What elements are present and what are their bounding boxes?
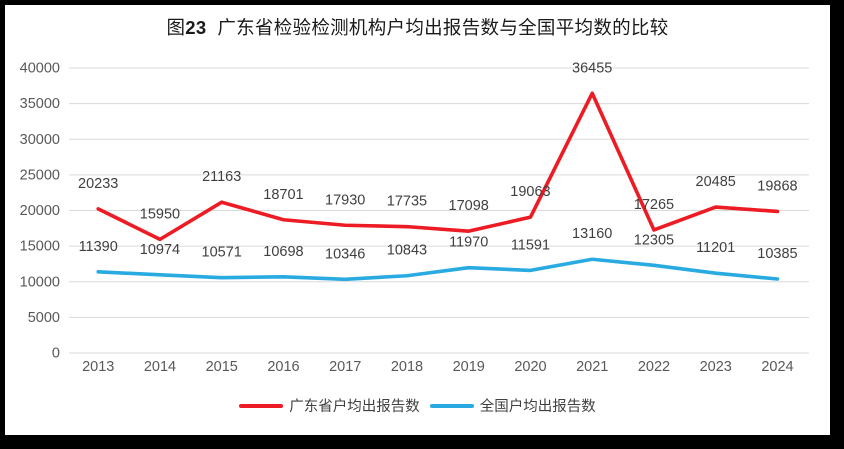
svg-text:11201: 11201 — [696, 240, 735, 256]
svg-text:13160: 13160 — [572, 226, 612, 242]
svg-text:2021: 2021 — [576, 359, 608, 375]
svg-text:20233: 20233 — [78, 176, 118, 192]
svg-text:10843: 10843 — [387, 243, 427, 259]
svg-text:2023: 2023 — [700, 359, 732, 375]
svg-text:10346: 10346 — [325, 246, 365, 262]
svg-text:11970: 11970 — [449, 235, 488, 251]
svg-text:17735: 17735 — [387, 194, 427, 210]
svg-text:21163: 21163 — [202, 169, 241, 185]
svg-text:20485: 20485 — [696, 174, 736, 190]
svg-text:2019: 2019 — [453, 359, 485, 375]
svg-text:2017: 2017 — [329, 359, 361, 375]
svg-text:20000: 20000 — [20, 203, 60, 219]
svg-text:15000: 15000 — [20, 239, 60, 255]
svg-text:35000: 35000 — [20, 96, 60, 112]
svg-text:2020: 2020 — [514, 359, 546, 375]
svg-text:10698: 10698 — [263, 244, 303, 260]
svg-text:12305: 12305 — [634, 232, 674, 248]
svg-text:2022: 2022 — [638, 359, 670, 375]
svg-text:10974: 10974 — [140, 242, 180, 258]
svg-text:36455: 36455 — [572, 60, 612, 76]
svg-text:10385: 10385 — [757, 246, 797, 262]
svg-text:2018: 2018 — [391, 359, 423, 375]
svg-text:30000: 30000 — [20, 132, 60, 148]
svg-text:19868: 19868 — [757, 178, 797, 194]
svg-text:2016: 2016 — [267, 359, 299, 375]
svg-text:40000: 40000 — [20, 61, 60, 77]
svg-text:2015: 2015 — [206, 359, 238, 375]
svg-text:17265: 17265 — [634, 197, 674, 213]
svg-text:11390: 11390 — [79, 239, 118, 255]
svg-text:0: 0 — [52, 346, 60, 362]
svg-text:5000: 5000 — [28, 310, 60, 326]
svg-text:2024: 2024 — [761, 359, 793, 375]
svg-text:15950: 15950 — [140, 206, 180, 222]
svg-text:2013: 2013 — [82, 359, 114, 375]
svg-text:25000: 25000 — [20, 167, 60, 183]
svg-text:10000: 10000 — [20, 274, 60, 290]
svg-text:17930: 17930 — [325, 192, 365, 208]
svg-text:17098: 17098 — [449, 198, 489, 214]
svg-text:11591: 11591 — [511, 237, 550, 253]
svg-text:2014: 2014 — [144, 359, 176, 375]
svg-text:10571: 10571 — [202, 245, 242, 261]
svg-text:18701: 18701 — [263, 187, 303, 203]
svg-text:19063: 19063 — [510, 184, 550, 200]
